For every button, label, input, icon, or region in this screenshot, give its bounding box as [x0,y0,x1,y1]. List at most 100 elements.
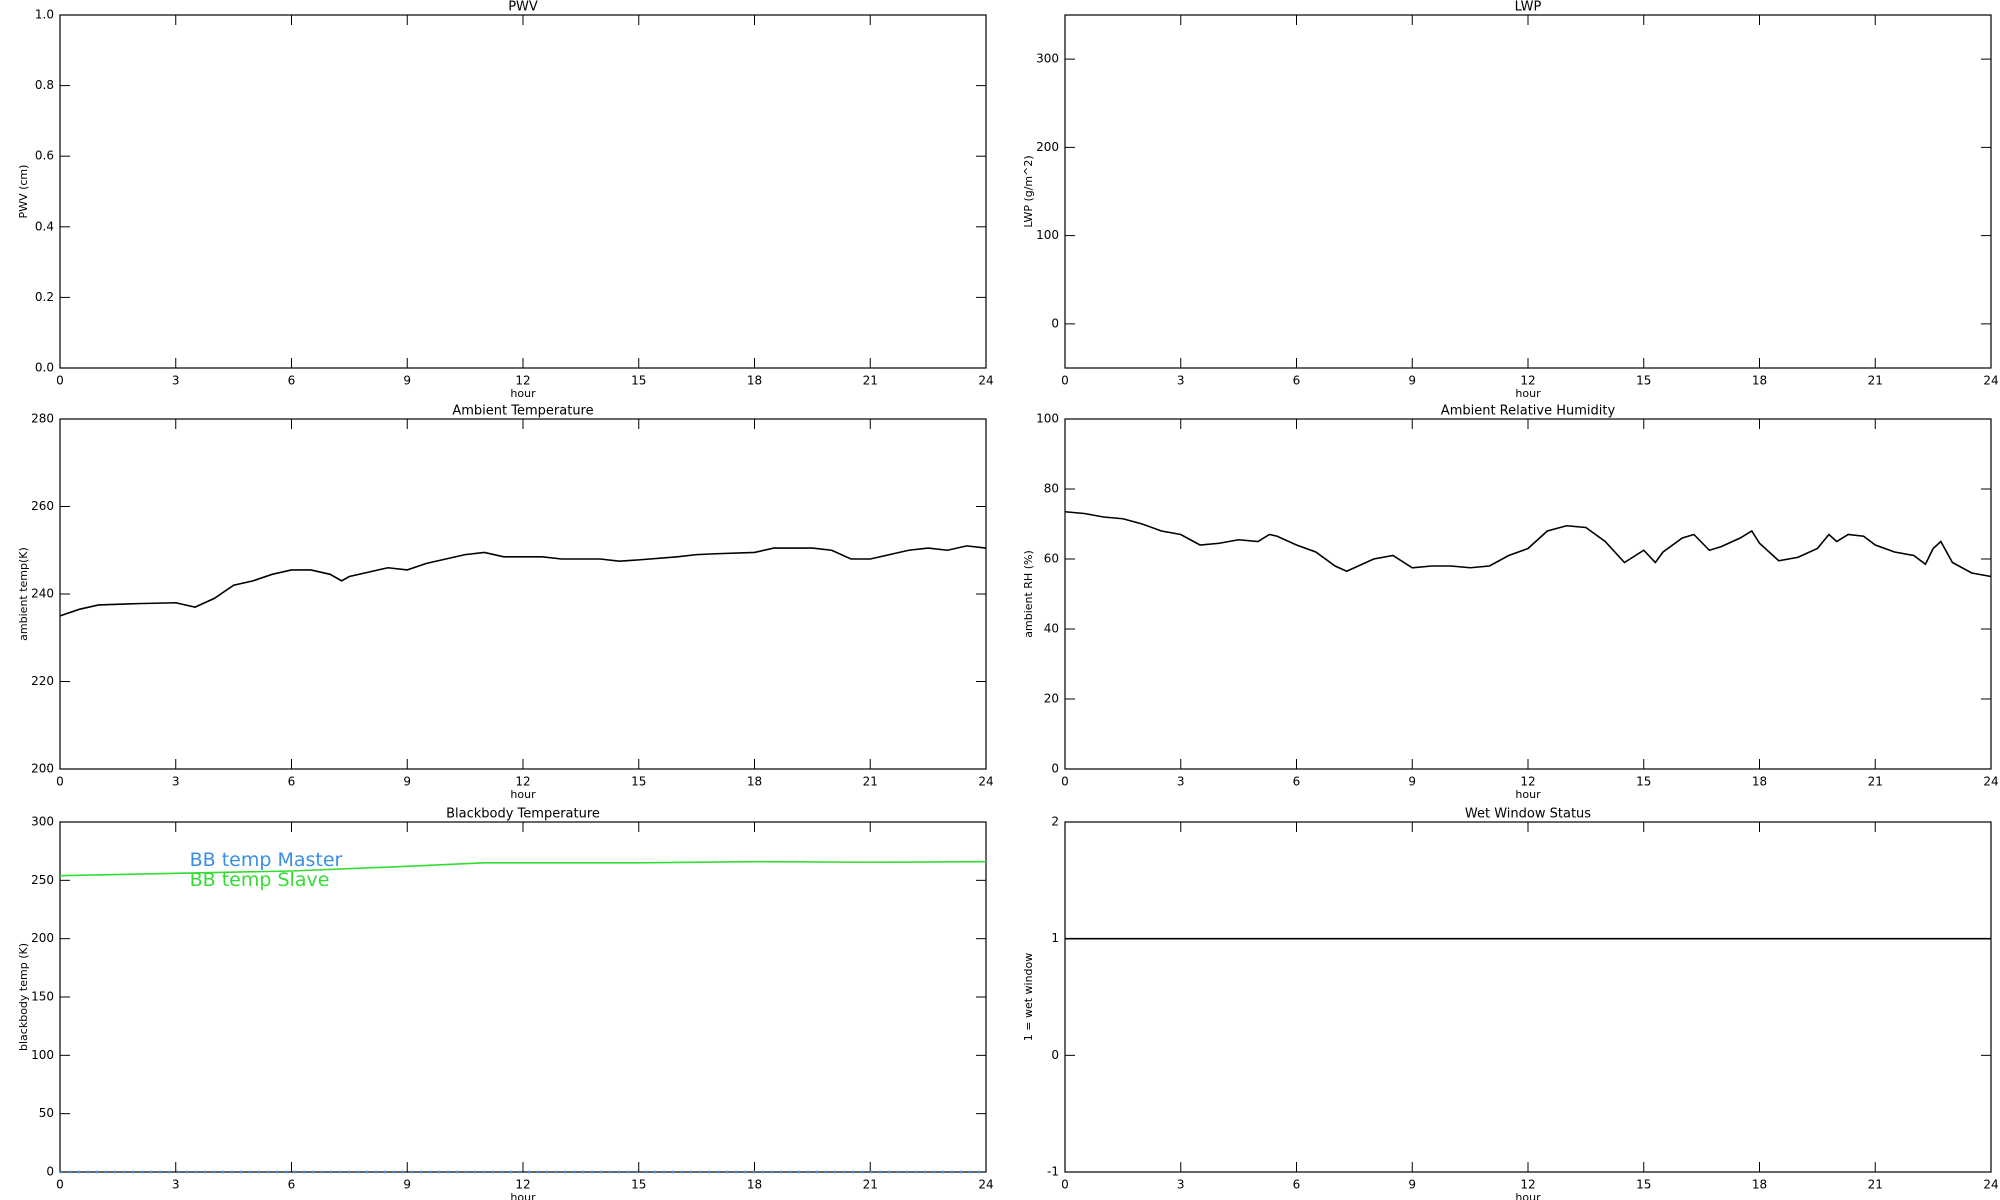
x-tick-label: 12 [1520,775,1535,789]
x-tick-label: 0 [56,374,64,388]
chart-title: Ambient Relative Humidity [1441,404,1616,419]
y-tick-label: 0.8 [35,78,54,92]
y-tick-label: 250 [31,873,54,887]
y-tick-label: -1 [1047,1165,1059,1179]
y-tick-label: 300 [31,815,54,829]
y-axis-label: blackbody temp (K) [17,943,30,1051]
x-tick-label: 3 [172,775,180,789]
x-tick-label: 3 [1177,1178,1185,1192]
y-tick-label: 280 [31,412,54,426]
x-tick-label: 24 [978,775,993,789]
x-tick-label: 0 [1061,775,1069,789]
y-tick-label: 40 [1044,622,1059,636]
x-tick-label: 6 [288,374,296,388]
chart-panel: PWV hour PWV (cm) 0 3 6 9 12 15 18 21 24 0.0 0.2 0.4 0.… [17,0,994,400]
x-tick-label: 12 [515,775,530,789]
x-tick-label: 21 [1868,1178,1883,1192]
x-tick-label: 6 [1293,1178,1301,1192]
x-tick-label: 21 [863,1178,878,1192]
data-line [59,545,987,617]
x-tick-label: 15 [631,775,646,789]
x-axis-label: hour [510,788,536,801]
x-tick-label: 6 [288,775,296,789]
x-tick-label: 21 [1868,374,1883,388]
chart-panel: Blackbody Temperature hour blackbody temp … [17,807,994,1200]
y-tick-label: 100 [31,1048,54,1062]
y-tick-label: 200 [31,762,54,776]
chart-panel: Wet Window Status hour 1 = wet window 0 3 6 9 1… [1022,807,1999,1200]
chart-title: PWV [508,0,538,15]
x-tick-label: 6 [1293,775,1301,789]
plot-frame [59,418,987,770]
y-tick-label: 260 [31,499,54,513]
x-tick-label: 21 [863,374,878,388]
legend-entry: BB temp Master [190,849,343,871]
y-tick-label: 0.0 [35,361,54,375]
plot-frame [1064,821,1992,1173]
chart-title: Wet Window Status [1465,807,1591,822]
data-line [1064,510,1992,578]
data-line [59,860,987,877]
y-axis-label: ambient temp(K) [17,547,30,641]
x-tick-label: 18 [747,374,762,388]
y-axis-label: PWV (cm) [17,165,30,219]
x-tick-label: 21 [863,775,878,789]
x-tick-label: 9 [403,775,411,789]
x-tick-label: 9 [1408,374,1416,388]
x-tick-label: 0 [1061,374,1069,388]
x-tick-label: 24 [978,374,993,388]
x-tick-label: 12 [1520,1178,1535,1192]
x-tick-label: 18 [747,1178,762,1192]
x-tick-label: 18 [1752,1178,1767,1192]
chart-title: LWP [1515,0,1542,15]
y-tick-label: 200 [31,931,54,945]
x-tick-label: 15 [1636,374,1651,388]
legend-entry: BB temp Slave [190,869,330,891]
x-tick-label: 24 [978,1178,993,1192]
x-tick-label: 0 [1061,1178,1069,1192]
y-tick-label: 0 [1051,316,1059,330]
x-axis-label: hour [510,1191,536,1200]
chart-panel: Ambient Relative Humidity hour ambient RH … [1022,404,1999,802]
x-axis-label: hour [1515,387,1541,400]
y-tick-label: 80 [1044,482,1059,496]
y-tick-label: 0.4 [35,219,54,233]
y-tick-label: 0.2 [35,290,54,304]
x-tick-label: 6 [288,1178,296,1192]
chart-panel: Ambient Temperature hour ambient temp(K) 0 3… [17,404,994,802]
x-tick-label: 24 [1983,1178,1998,1192]
y-tick-label: 100 [1036,412,1059,426]
x-axis-label: hour [510,387,536,400]
x-tick-label: 18 [747,775,762,789]
x-tick-label: 9 [1408,775,1416,789]
y-axis-label: ambient RH (%) [1022,550,1035,638]
plot-frame [1064,14,1992,369]
x-tick-label: 9 [403,374,411,388]
x-tick-label: 9 [403,1178,411,1192]
y-tick-label: 60 [1044,552,1059,566]
y-tick-label: 150 [31,990,54,1004]
x-tick-label: 18 [1752,374,1767,388]
x-tick-label: 24 [1983,775,1998,789]
x-tick-label: 15 [1636,1178,1651,1192]
y-tick-label: 240 [31,587,54,601]
y-tick-label: 20 [1044,692,1059,706]
x-axis-label: hour [1515,1191,1541,1200]
chart-title: Ambient Temperature [452,404,593,419]
plot-frame [1064,418,1992,770]
x-tick-label: 3 [172,374,180,388]
y-tick-label: 200 [1036,140,1059,154]
x-tick-label: 15 [1636,775,1651,789]
x-tick-label: 21 [1868,775,1883,789]
y-tick-label: 0 [1051,762,1059,776]
y-tick-label: 0 [46,1165,54,1179]
x-tick-label: 3 [172,1178,180,1192]
x-tick-label: 15 [631,374,646,388]
chart-panel: LWP hour LWP (g/m^2) 0 3 6 9 12 15 18 21 24 0 100 200 3… [1022,0,1999,400]
y-axis-label: LWP (g/m^2) [1022,155,1035,227]
x-tick-label: 18 [1752,775,1767,789]
x-axis-label: hour [1515,788,1541,801]
y-axis-label: 1 = wet window [1022,953,1035,1042]
x-tick-label: 3 [1177,775,1185,789]
